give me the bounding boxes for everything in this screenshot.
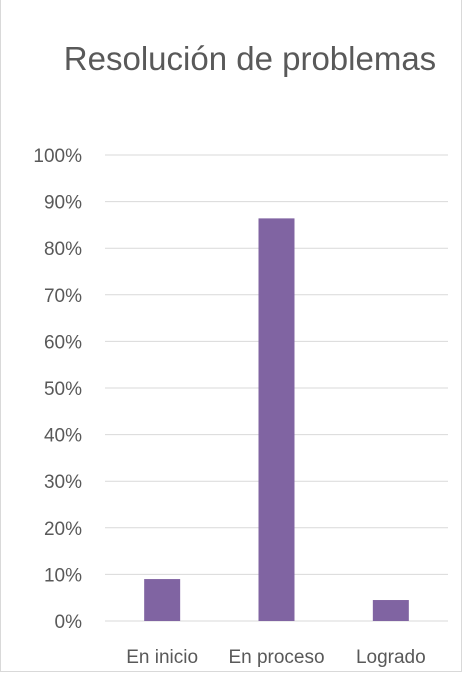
bar-logrado xyxy=(372,600,409,621)
chart-title: Resolución de problemas xyxy=(63,40,437,77)
x-tick-label: Logrado xyxy=(356,647,426,668)
y-tick-label: 50% xyxy=(44,379,82,400)
y-tick-label: 80% xyxy=(44,239,82,260)
y-tick-label: 40% xyxy=(44,426,82,447)
y-tick-label: 70% xyxy=(44,286,82,307)
y-tick-label: 20% xyxy=(44,519,82,540)
y-tick-label: 10% xyxy=(44,565,82,586)
y-tick-label: 0% xyxy=(55,612,83,633)
y-tick-label: 60% xyxy=(44,332,82,353)
y-tick-label: 100% xyxy=(33,146,82,167)
y-tick-label: 30% xyxy=(44,472,82,493)
x-tick-label: En inicio xyxy=(126,647,198,668)
bar-en-inicio xyxy=(144,579,181,621)
x-tick-label: En proceso xyxy=(228,647,324,668)
bars xyxy=(144,218,409,621)
x-axis-tick-labels: En inicio En proceso Logrado xyxy=(126,647,425,668)
y-axis-tick-labels: 0% 10% 20% 30% 40% 50% 60% 70% 80% 90% 100% xyxy=(33,146,82,633)
y-tick-label: 90% xyxy=(44,193,82,214)
bar-en-proceso xyxy=(258,218,295,621)
